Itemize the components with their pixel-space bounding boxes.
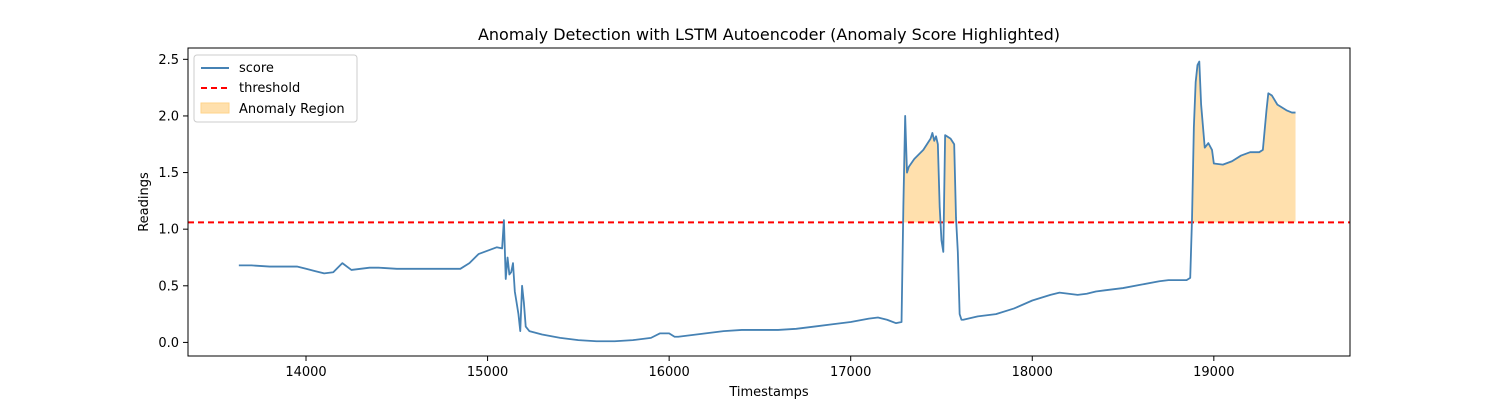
chart-title: Anomaly Detection with LSTM Autoencoder … [478, 25, 1060, 44]
x-tick-label: 15000 [467, 365, 508, 380]
y-tick-label: 1.0 [158, 223, 179, 238]
anomaly-region [1191, 61, 1296, 223]
y-tick-label: 0.5 [158, 279, 179, 294]
x-tick-label: 14000 [285, 365, 326, 380]
y-tick-label: 2.0 [158, 109, 179, 124]
legend: score threshold Anomaly Region [193, 54, 358, 123]
y-axis: 0.0 0.5 1.0 1.5 2.0 2.5 [158, 53, 188, 351]
anomaly-region [943, 135, 957, 223]
legend-anomaly-swatch [200, 102, 230, 114]
x-tick-label: 16000 [648, 365, 689, 380]
x-axis: 14000 15000 16000 17000 18000 19000 [285, 356, 1235, 380]
y-tick-label: 1.5 [158, 166, 179, 181]
line-layer [188, 60, 1350, 343]
x-tick-label: 18000 [1012, 365, 1053, 380]
anomaly-region [903, 115, 941, 223]
plot-frame [187, 47, 1351, 357]
legend-score-label: score [239, 61, 274, 76]
y-tick-label: 0.0 [158, 336, 179, 351]
legend-threshold-label: threshold [239, 81, 300, 96]
y-tick-label: 2.5 [158, 53, 179, 68]
legend-box [193, 54, 358, 123]
x-tick-label: 17000 [830, 365, 871, 380]
legend-anomaly-label: Anomaly Region [239, 102, 345, 117]
x-tick-label: 19000 [1193, 365, 1234, 380]
anomaly-fill-layer [503, 61, 1296, 223]
y-axis-title: Readings [137, 172, 152, 232]
x-axis-title: Timestamps [728, 385, 809, 400]
score-line [238, 60, 1296, 343]
